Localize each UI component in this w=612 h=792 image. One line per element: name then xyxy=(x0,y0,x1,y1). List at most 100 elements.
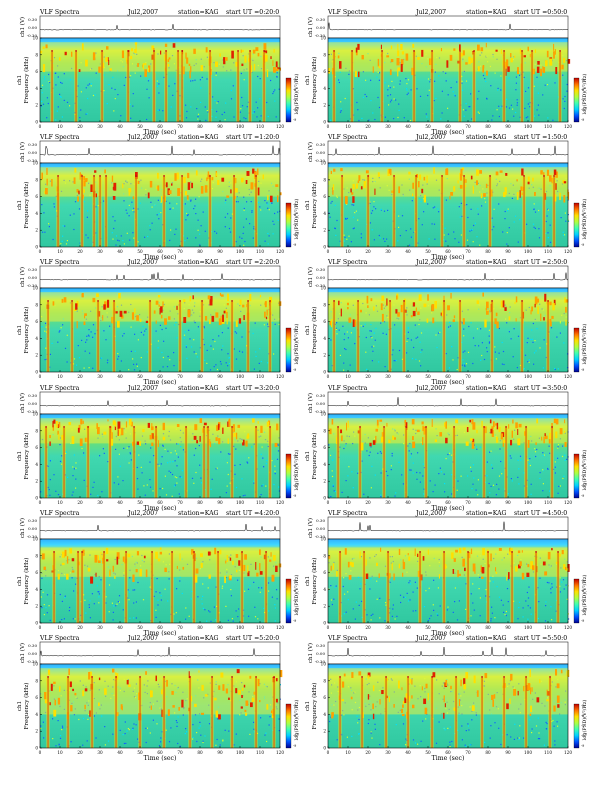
plot-mark xyxy=(515,89,517,91)
plot-mark xyxy=(410,339,412,341)
plot-mark xyxy=(86,485,88,487)
plot-mark xyxy=(393,86,395,88)
plot-mark xyxy=(140,331,142,333)
plot-mark xyxy=(277,450,280,452)
plot-mark xyxy=(47,102,49,105)
plot-mark xyxy=(137,180,140,185)
plot-mark xyxy=(73,454,75,456)
plot-mark xyxy=(182,566,185,570)
colorbar-tick-label: -9 xyxy=(293,494,296,498)
plot-mark xyxy=(367,722,369,725)
plot-mark xyxy=(370,100,372,102)
plot-mark xyxy=(279,67,282,71)
plot-mark xyxy=(132,196,134,200)
plot-mark xyxy=(404,596,407,598)
plot-mark xyxy=(125,209,127,211)
sferic-burst-halo xyxy=(50,52,54,122)
plot-mark xyxy=(551,586,553,588)
x-tick-label: 90 xyxy=(505,374,511,379)
plot-mark xyxy=(267,207,269,209)
plot-mark xyxy=(533,226,535,228)
plot-mark xyxy=(393,98,395,100)
plot-mark xyxy=(176,337,178,339)
colorbar-tick-label: -6 xyxy=(581,464,584,468)
plot-mark xyxy=(57,341,59,343)
plot-mark xyxy=(360,442,364,451)
plot-mark xyxy=(440,312,443,316)
plot-mark xyxy=(494,351,496,353)
plot-mark xyxy=(278,88,280,90)
plot-mark xyxy=(511,480,513,482)
plot-mark xyxy=(513,328,515,330)
plot-mark xyxy=(211,177,214,181)
plot-mark xyxy=(84,350,86,352)
plot-mark xyxy=(362,325,364,327)
y-tick-label: 2 xyxy=(323,604,326,609)
plot-mark xyxy=(532,341,534,343)
plot-mark xyxy=(204,106,206,108)
x-tick-label: 70 xyxy=(177,500,183,505)
colorbar-tick-label: -8 xyxy=(293,358,296,362)
spectrum-panel: VLF Spectra Jul2,2007 station=KAG start UT … xyxy=(305,9,588,136)
plot-mark xyxy=(567,564,570,572)
plot-mark xyxy=(389,581,391,583)
plot-mark xyxy=(227,293,229,302)
panel-station: station=KAG xyxy=(178,385,219,392)
sferic-burst xyxy=(557,551,559,623)
plot-mark xyxy=(484,201,487,203)
plot-mark xyxy=(255,47,259,52)
y-tick-label: 6 xyxy=(323,194,326,199)
y-tick-label: 2 xyxy=(323,103,326,108)
plot-mark xyxy=(515,111,517,114)
panel-start-time: start UT =1:50:0 xyxy=(514,134,567,141)
plot-mark xyxy=(114,426,117,431)
plot-mark xyxy=(74,102,76,104)
plot-mark xyxy=(418,360,421,362)
plot-mark xyxy=(495,358,497,360)
plot-mark xyxy=(235,448,237,450)
plot-mark xyxy=(204,694,208,697)
plot-mark xyxy=(197,118,199,120)
plot-mark xyxy=(541,436,543,441)
plot-mark xyxy=(256,572,259,577)
plot-mark xyxy=(157,109,159,111)
plot-mark xyxy=(40,42,280,72)
x-tick-label: 40 xyxy=(405,500,411,505)
plot-mark xyxy=(429,480,431,482)
y-tick-label: 4 xyxy=(35,336,38,341)
sferic-burst xyxy=(521,50,523,122)
plot-mark xyxy=(225,362,227,364)
plot-mark xyxy=(434,206,436,208)
plot-mark xyxy=(550,592,552,594)
voltage-trace-frame xyxy=(327,516,569,540)
plot-mark xyxy=(462,547,466,551)
plot-mark xyxy=(504,187,507,195)
plot-mark xyxy=(548,331,550,333)
plot-mark xyxy=(365,170,369,174)
plot-mark xyxy=(411,67,415,76)
colorbar-tick-label: -9 xyxy=(293,744,296,748)
plot-mark xyxy=(567,367,569,369)
plot-mark xyxy=(229,557,232,561)
plot-mark xyxy=(161,456,163,458)
plot-mark xyxy=(44,692,47,700)
plot-mark xyxy=(555,67,558,75)
plot-mark xyxy=(486,475,488,477)
plot-mark xyxy=(559,322,561,324)
x-axis-label: Time (sec) xyxy=(144,379,177,386)
plot-mark xyxy=(75,478,77,480)
plot-mark xyxy=(199,725,201,727)
plot-mark xyxy=(90,331,92,333)
plot-mark xyxy=(422,475,424,477)
plot-mark xyxy=(559,192,561,201)
plot-mark xyxy=(214,100,216,102)
plot-mark xyxy=(131,48,134,52)
plot-mark xyxy=(412,310,416,317)
voltage-tick-label: -0.30 xyxy=(27,158,38,163)
colorbar-label: log(PSD)(V²/Hz) xyxy=(581,450,588,491)
colorbar-tick-label: -9 xyxy=(293,118,296,122)
plot-mark xyxy=(128,446,130,448)
y-tick-label: 6 xyxy=(35,194,38,199)
plot-mark xyxy=(216,467,218,469)
plot-mark xyxy=(138,741,140,743)
